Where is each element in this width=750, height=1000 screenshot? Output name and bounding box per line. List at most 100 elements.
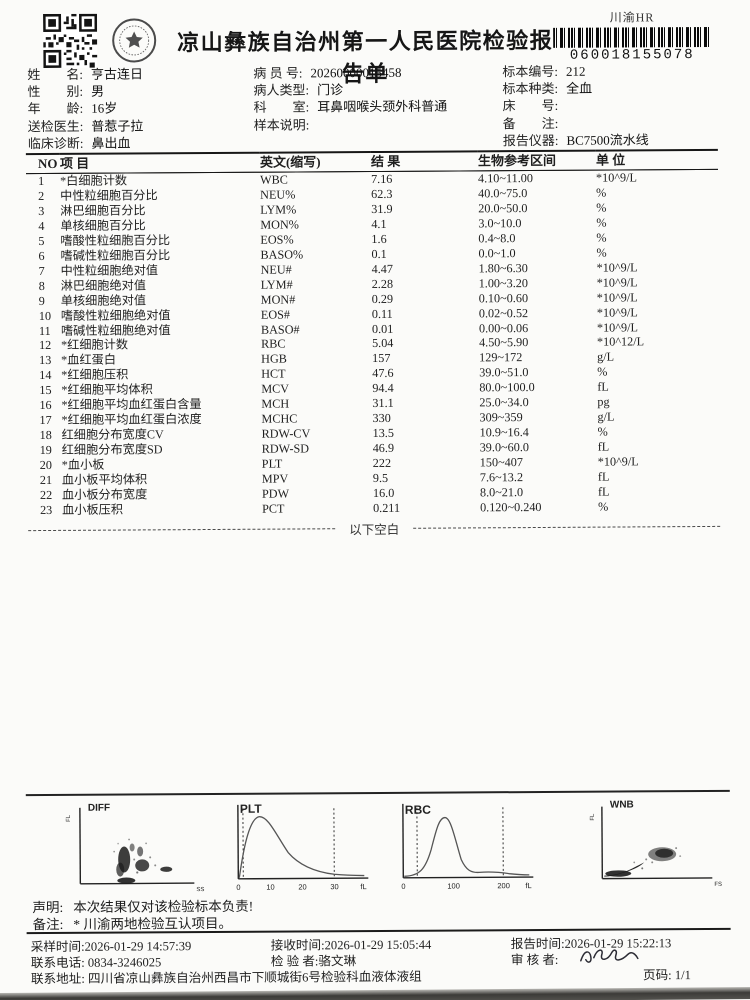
result-cell-unit: *10^9/L (597, 454, 639, 469)
svg-text:0: 0 (236, 883, 240, 892)
patient-field: 年 龄: 16岁 (28, 99, 252, 118)
result-cell-no: 11 (38, 323, 51, 338)
svg-text:DIFF: DIFF (88, 803, 110, 814)
patient-field-label: 年 龄: (27, 101, 84, 117)
result-cell-en: PLT (261, 456, 283, 471)
patient-field: 性 别: 男 (27, 82, 251, 101)
results-table: NO 项 目 英文(缩写) 结 果 生物参考区间 单 位 1 *白细胞计数 WBC 7… (25, 149, 720, 518)
barcode-block: 川渝HR 060018155078 (547, 8, 717, 64)
report-header: 凉山彝族自治州第一人民医院检验报告单 川渝HR 060018155078 (25, 6, 719, 86)
result-cell-no: 14 (39, 368, 52, 383)
svg-text:20: 20 (298, 882, 306, 891)
result-cell-unit: % (598, 499, 609, 514)
result-cell-no: 23 (40, 502, 53, 518)
result-cell-unit: fL (597, 484, 610, 499)
svg-text:SS: SS (196, 887, 204, 893)
patient-field-value (309, 117, 317, 132)
svg-text:WNB: WNB (610, 799, 634, 810)
patient-field-label: 送检医生: (27, 118, 84, 134)
result-cell-no: 10 (38, 308, 52, 323)
result-cell-range: 39.0~60.0 (479, 440, 529, 455)
result-cell-no: 8 (38, 278, 45, 293)
result-cell-unit: *10^12/L (596, 334, 645, 350)
result-cell-result: 94.4 (372, 381, 394, 396)
patient-field-label: 临床诊断: (27, 135, 84, 151)
note-text: * 川渝两地检验互认项目。 (73, 915, 233, 932)
barcode-label: 川渝HR (609, 10, 655, 25)
patient-info-col-2: 病 员 号: 20260000015458 病人类型: 门诊科 室: 耳鼻咽喉头颈外科普… (253, 63, 500, 150)
result-cell-range: 10.9~16.4 (479, 425, 529, 440)
hospital-seal-icon (112, 18, 157, 63)
result-cell-en: BASO% (260, 247, 304, 262)
result-cell-range: 25.0~34.0 (479, 395, 529, 410)
result-cell-item: 嗜酸性粒细胞绝对值 (60, 307, 171, 323)
result-cell-en: MON% (260, 217, 299, 232)
patient-field-value (254, 134, 262, 149)
result-cell-en: PCT (262, 501, 285, 516)
result-cell-unit: *10^9/L (596, 319, 638, 335)
result-cell-no: 22 (39, 487, 53, 503)
result-cell-result: 157 (372, 351, 391, 366)
result-cell-no: 4 (38, 218, 45, 233)
result-cell-en: MON# (260, 292, 296, 307)
patient-field: 标本种类: 全血 (502, 79, 720, 98)
result-cell-range: 0.4~8.0 (478, 230, 516, 246)
result-cell-en: RBC (261, 337, 286, 352)
result-cell-item: *红细胞压积 (61, 367, 129, 383)
result-cell-item: 嗜酸性粒细胞百分比 (60, 233, 171, 248)
note-label: 备注: (32, 916, 64, 933)
result-cell-en: MCV (261, 381, 290, 397)
patient-field: 样本说明: (254, 115, 500, 134)
result-cell-item: 单核细胞绝对值 (60, 293, 147, 308)
svg-text:fL: fL (360, 882, 366, 891)
patient-field-value: 男 (91, 83, 105, 99)
result-cell-result: 222 (372, 456, 392, 471)
patient-field: 报告仪器: BC7500流水线 (503, 131, 721, 150)
result-cell-en: MCH (261, 396, 290, 411)
wnb-scattergram: WNB FL FS (590, 799, 722, 888)
patient-field: 临床诊断: 鼻出血 (28, 133, 252, 152)
result-cell-unit: % (596, 245, 607, 260)
patient-field: 床 号: (503, 96, 721, 115)
result-cell-item: 血小板压积 (62, 502, 124, 517)
result-cell-unit: % (596, 200, 607, 215)
patient-field-value: BC7500流水线 (566, 132, 649, 148)
result-cell-no: 7 (38, 263, 45, 278)
result-cell-en: LYM# (260, 277, 293, 292)
note-line: 备注: * 川渝两地检验互认项目。 (33, 912, 233, 933)
patient-field-value: 门诊 (317, 82, 344, 98)
result-cell-item: 单核细胞百分比 (60, 218, 146, 233)
result-cell-no: 3 (38, 203, 45, 218)
result-cell-unit: % (596, 230, 607, 245)
patient-field: 标本编号: 212 (502, 62, 720, 81)
page-label: 页码: (642, 968, 672, 983)
patient-field: 病 员 号: 20260000015458 (253, 63, 499, 82)
results-tbody: 1 *白细胞计数 WBC 7.16 4.10~11.00 *10^9/L 2 中性粒细胞百分比… (26, 169, 720, 518)
result-cell-item: 血小板平均体积 (61, 472, 148, 487)
result-cell-item: *红细胞平均血红蛋白浓度 (61, 412, 202, 428)
result-cell-result: 330 (372, 411, 391, 426)
result-cell-range: 39.0~51.0 (479, 365, 529, 380)
result-cell-unit: pg (597, 394, 610, 409)
result-cell-no: 1 (38, 174, 45, 189)
result-cell-unit: fL (597, 379, 609, 394)
result-cell-no: 20 (39, 458, 53, 473)
result-cell-range: 1.00~3.20 (478, 275, 528, 291)
result-cell-result: 0.1 (371, 246, 387, 261)
col-header-result: 结 果 (370, 151, 478, 172)
result-cell-result: 0.11 (371, 306, 393, 321)
col-header-unit: 单 位 (595, 149, 718, 171)
patient-field-label: 备 注: (502, 115, 559, 131)
result-cell-unit: *10^9/L (595, 170, 638, 185)
result-cell-range: 4.10~11.00 (477, 171, 533, 186)
result-cell-no: 6 (38, 248, 45, 263)
col-header-no: NO (25, 153, 60, 174)
result-cell-result: 16.0 (372, 485, 395, 501)
svg-text:fL: fL (525, 881, 531, 890)
svg-text:FS: FS (714, 882, 722, 888)
result-cell-no: 2 (38, 188, 45, 204)
result-cell-result: 1.6 (371, 231, 387, 246)
patient-field-label: 科 室: (253, 99, 310, 116)
result-cell-result: 0.29 (371, 291, 394, 306)
